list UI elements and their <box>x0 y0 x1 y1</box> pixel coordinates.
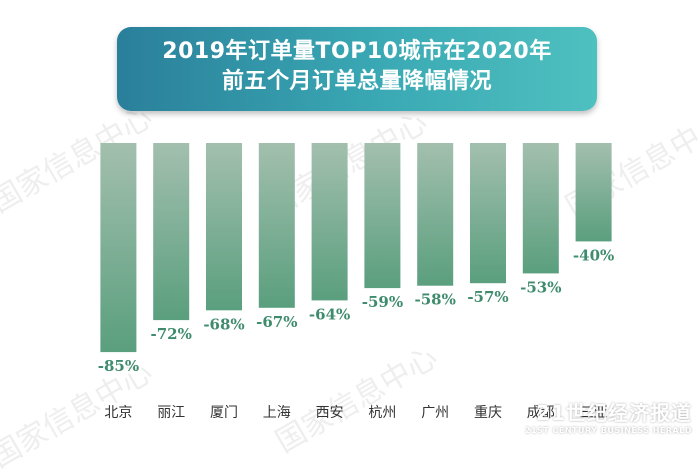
category-label-5: 杭州 <box>368 405 396 421</box>
category-label-1: 丽江 <box>157 405 185 421</box>
category-label-9: 三亚 <box>580 405 608 421</box>
data-label-0: -85% <box>98 357 139 375</box>
data-label-2: -68% <box>203 315 244 333</box>
bar-9 <box>575 143 612 242</box>
data-label-1: -72% <box>151 325 192 343</box>
category-label-8: 成都 <box>527 405 555 421</box>
category-label-2: 厦门 <box>210 405 238 421</box>
bar-3 <box>258 143 295 308</box>
bar-chart: -85% 北京 -72% 丽江 -68% 厦门 -67% 上海 -64% 西安 -59% 杭州 -58%… <box>98 143 614 421</box>
bar-6 <box>417 143 454 286</box>
category-label-3: 上海 <box>263 405 291 421</box>
category-label-4: 西安 <box>316 405 344 421</box>
data-label-6: -58% <box>415 291 456 309</box>
data-label-3: -67% <box>256 313 297 331</box>
category-label-0: 北京 <box>104 405 132 421</box>
category-label-6: 广州 <box>421 405 449 421</box>
bar-5 <box>364 143 401 289</box>
bar-0 <box>100 143 137 353</box>
data-label-8: -53% <box>520 278 561 296</box>
chart-title-line1: 2019年订单量TOP10城市在2020年 <box>162 39 552 64</box>
category-label-7: 重庆 <box>474 405 502 421</box>
bar-7 <box>470 143 506 284</box>
bars-layer: -85% 北京 -72% 丽江 -68% 厦门 -67% 上海 -64% 西安 -59% 杭州 -58%… <box>98 143 614 421</box>
data-label-9: -40% <box>573 246 614 264</box>
data-label-4: -64% <box>309 305 350 323</box>
data-label-5: -59% <box>362 293 403 311</box>
bar-2 <box>206 143 242 311</box>
chart-title-box: 2019年订单量TOP10城市在2020年 前五个月订单总量降幅情况 <box>117 27 597 111</box>
bar-1 <box>153 143 190 321</box>
bar-8 <box>522 143 559 274</box>
bar-4 <box>311 143 348 301</box>
chart-title-line2: 前五个月订单总量降幅情况 <box>221 69 492 94</box>
data-label-7: -57% <box>467 288 508 306</box>
